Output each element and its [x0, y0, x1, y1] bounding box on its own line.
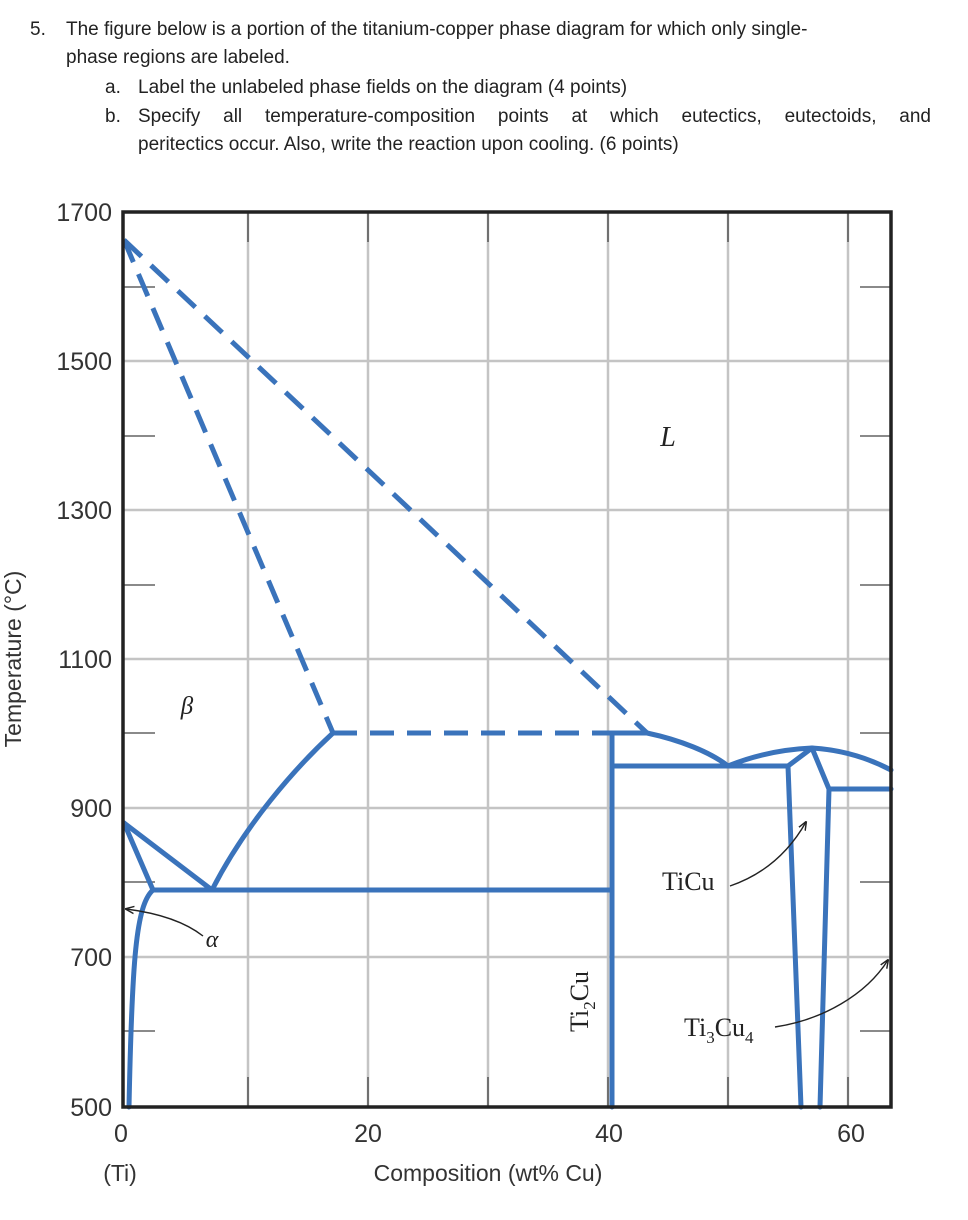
plot-frame: [121, 210, 893, 1109]
y-tick-labels: 1700 1500 1300 1100 900 700 500: [56, 199, 112, 1122]
label-ti2cu: Ti2Cu: [565, 971, 599, 1032]
beta-solvus: [209, 730, 336, 893]
phase-boundaries: [121, 238, 894, 1110]
liquidus-rise: [725, 745, 815, 769]
x-axis-label: Composition (wt% Cu): [374, 1160, 603, 1186]
y-tick-label: 500: [70, 1094, 112, 1122]
beta-transus-right: [121, 820, 215, 893]
question-number: 5.: [30, 19, 46, 40]
part-a-letter: a.: [105, 77, 121, 98]
y-tick-label: 1700: [56, 199, 112, 227]
part-b-letter: b.: [105, 106, 121, 127]
y-tick-label: 900: [70, 795, 112, 823]
x-tick-label: 40: [595, 1120, 623, 1148]
question-text-line1: The figure below is a portion of the tit…: [66, 19, 808, 40]
label-alpha: α: [206, 927, 219, 953]
label-liquid: L: [659, 422, 676, 453]
x-tick-label: 20: [354, 1120, 382, 1148]
liquidus-right: [809, 745, 894, 773]
beta-transus-left: [121, 820, 156, 893]
pointer-arrows: [126, 822, 888, 1028]
label-beta: β: [180, 693, 194, 720]
y-tick-label: 1100: [58, 646, 112, 674]
arrow-ticu: [729, 822, 806, 887]
y-axis-label: Temperature (°C): [0, 571, 26, 748]
grid: [123, 212, 891, 1107]
liquidus-dashed: [122, 238, 649, 735]
liquidus-to-eutectic: [644, 730, 731, 769]
x-tick-labels: 0 20 40 60: [114, 1120, 865, 1148]
x-tick-label: 60: [837, 1120, 865, 1148]
ti3cu4-right: [817, 786, 832, 1110]
minor-ticks: [123, 212, 891, 1107]
ticu-left: [785, 745, 815, 769]
part-a-text: Label the unlabeled phase fields on the …: [138, 77, 628, 98]
question-text-line2: phase regions are labeled.: [66, 47, 290, 68]
alpha-solvus: [126, 887, 156, 1110]
arrow-alpha: [126, 909, 204, 937]
arrow-ti3cu4: [774, 960, 888, 1028]
part-b-text-line2: peritectics occur. Also, write the react…: [138, 134, 679, 155]
label-ticu: TiCu: [662, 867, 715, 896]
y-tick-label: 700: [70, 944, 112, 972]
y-tick-label: 1300: [56, 497, 112, 525]
part-b-text-line1: Specify all temperature-composition poin…: [138, 106, 931, 127]
solidus-dashed: [121, 239, 336, 734]
x-sublabel-ti: (Ti): [103, 1160, 137, 1186]
x-tick-label: 0: [114, 1120, 128, 1148]
ticu-right: [809, 745, 832, 792]
y-tick-label: 1500: [56, 348, 112, 376]
label-ti3cu4: Ti3Cu4: [684, 1013, 754, 1047]
ticu-left-solvus: [785, 763, 804, 1110]
